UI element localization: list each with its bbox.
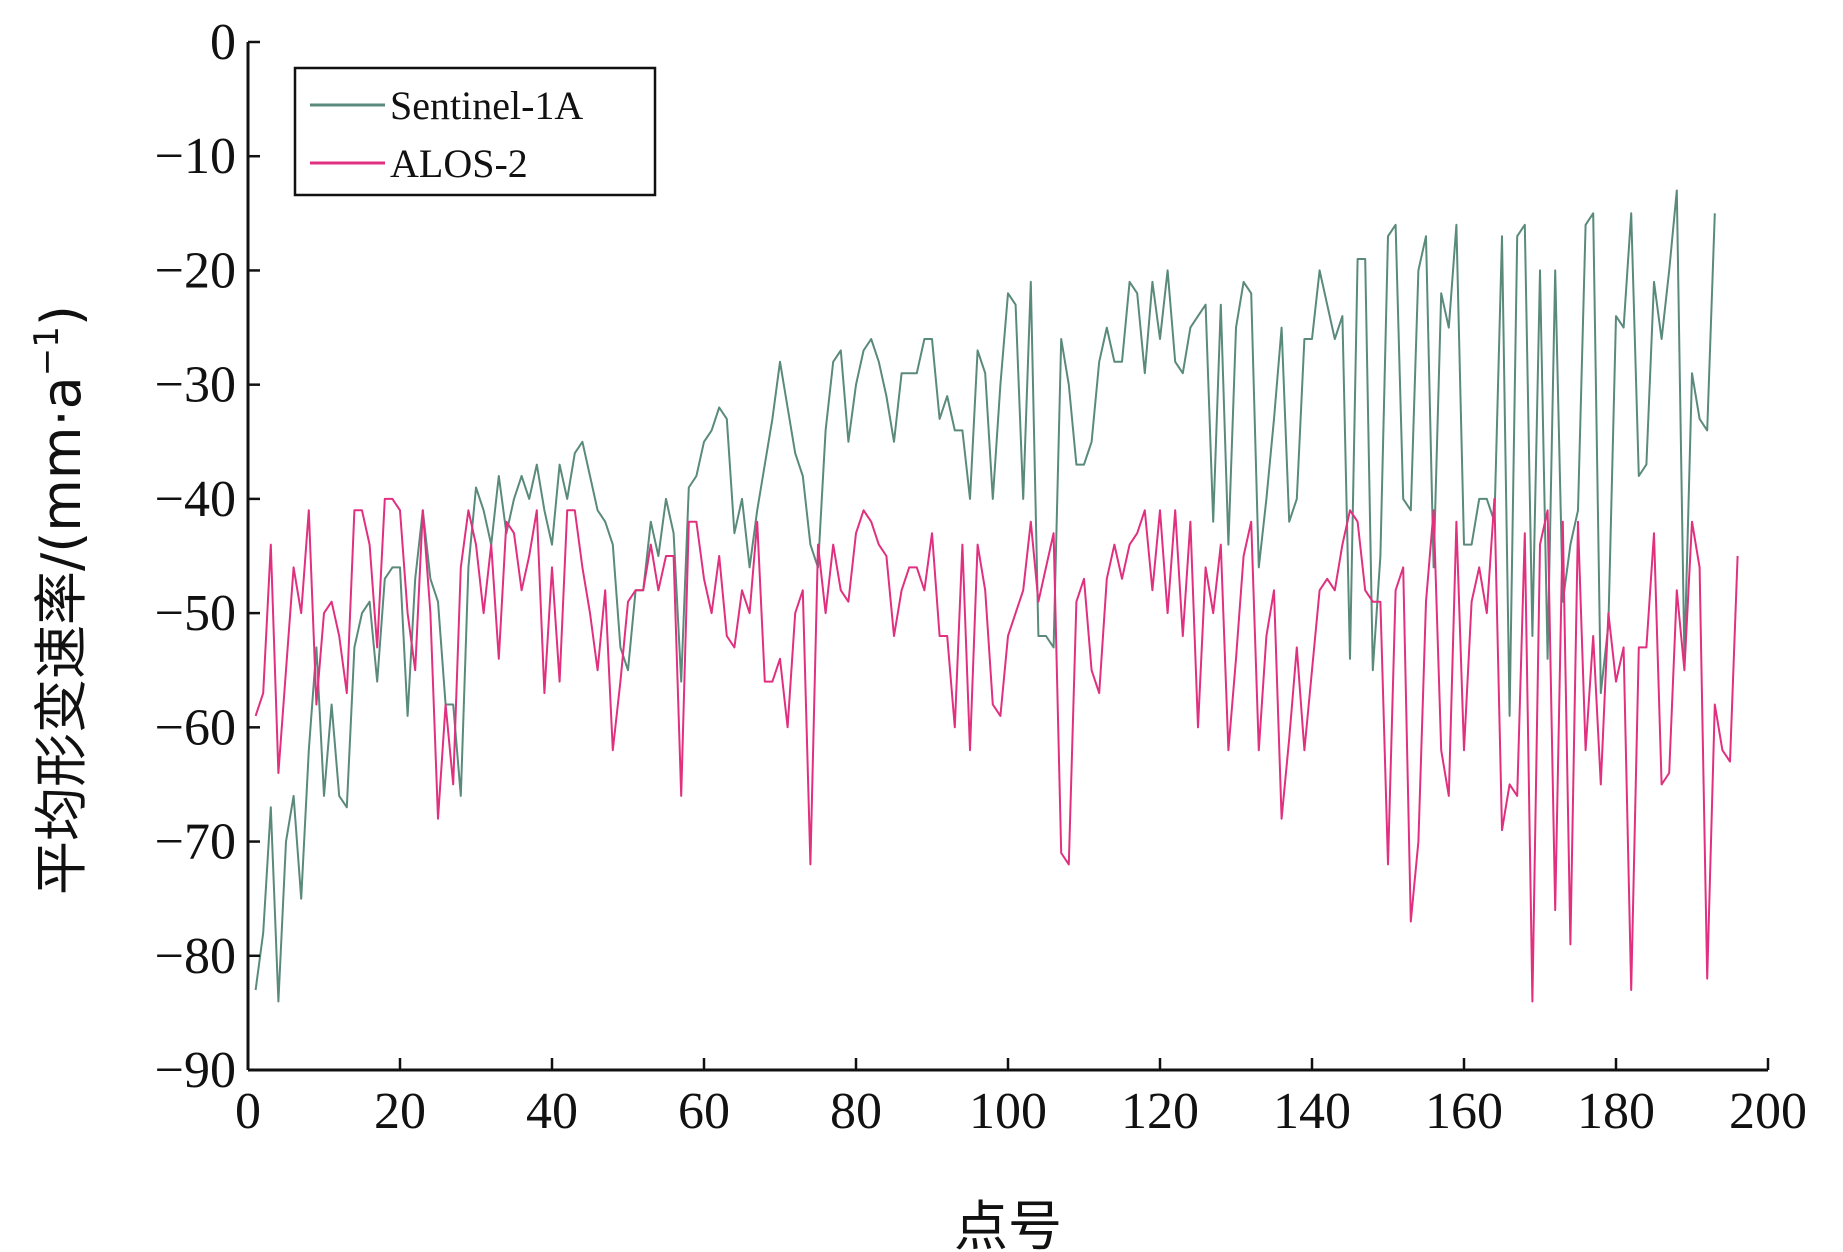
y-tick-label: −70 bbox=[155, 814, 236, 871]
y-tick-label: 0 bbox=[210, 14, 236, 71]
y-tick-label: −90 bbox=[155, 1042, 236, 1099]
series-line-alos-2 bbox=[254, 497, 1739, 1003]
y-axis-title-close: ) bbox=[30, 305, 93, 326]
x-tick-label: 140 bbox=[1273, 1083, 1351, 1140]
y-tick-label: −40 bbox=[155, 471, 236, 528]
x-tick-label: 40 bbox=[526, 1083, 578, 1140]
x-tick-label: 60 bbox=[678, 1083, 730, 1140]
y-tick-label: −20 bbox=[155, 242, 236, 299]
legend: Sentinel-1A ALOS-2 bbox=[293, 66, 657, 197]
x-tick-label: 20 bbox=[374, 1083, 426, 1140]
x-tick-label: 80 bbox=[830, 1083, 882, 1140]
y-tick-label: −10 bbox=[155, 128, 236, 185]
legend-box bbox=[293, 66, 657, 197]
series-line-sentinel-1a bbox=[254, 189, 1716, 1003]
x-tick-label: 0 bbox=[235, 1083, 261, 1140]
y-tick-label: −80 bbox=[155, 928, 236, 985]
x-ticks: 0 20 40 60 80 100 120 140 160 180 200 bbox=[235, 1058, 1807, 1140]
y-tick-label: −30 bbox=[155, 357, 236, 414]
x-axis-title: 点号 bbox=[954, 1195, 1062, 1252]
plot-series bbox=[254, 189, 1739, 1003]
x-tick-label: 120 bbox=[1121, 1083, 1199, 1140]
legend-label-alos-2: ALOS-2 bbox=[390, 141, 528, 186]
legend-label-sentinel-1a: Sentinel-1A bbox=[390, 83, 583, 128]
y-tick-label: −60 bbox=[155, 699, 236, 756]
y-axis-title: 平均形变速率/(mm·a−1) bbox=[27, 305, 93, 895]
x-tick-label: 100 bbox=[969, 1083, 1047, 1140]
y-tick-label: −50 bbox=[155, 585, 236, 642]
axes: 0 20 40 60 80 100 120 140 160 180 200 0 −10 −20 −30 −4… bbox=[155, 14, 1807, 1140]
y-axis-title-main: 平均形变速率/(mm·a bbox=[30, 376, 93, 895]
x-tick-label: 180 bbox=[1577, 1083, 1655, 1140]
y-ticks: 0 −10 −20 −30 −40 −50 −60 −70 −80 −90 bbox=[155, 14, 260, 1099]
x-tick-label: 160 bbox=[1425, 1083, 1503, 1140]
y-axis-title-exponent: −1 bbox=[27, 326, 67, 376]
x-tick-label: 200 bbox=[1729, 1083, 1807, 1140]
